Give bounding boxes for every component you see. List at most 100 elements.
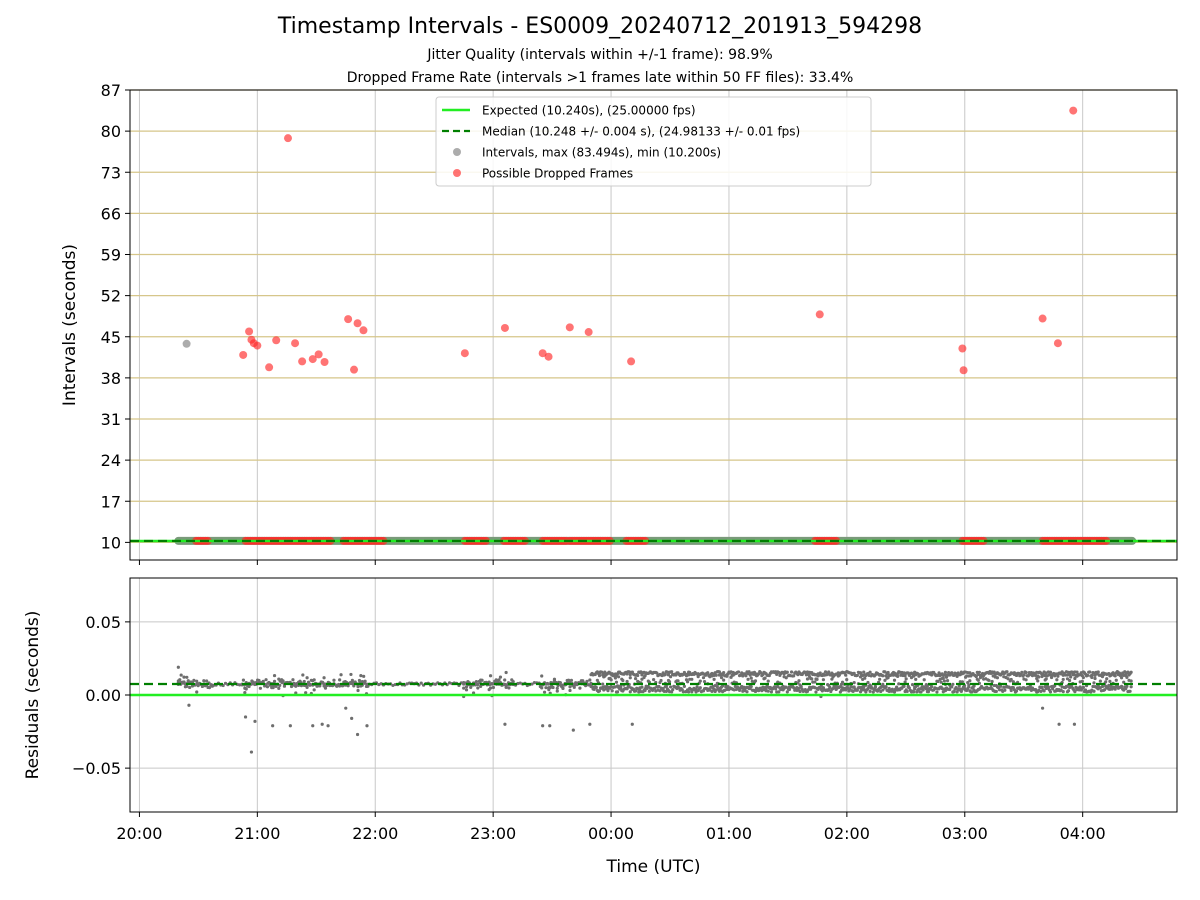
- residual-point: [722, 671, 726, 675]
- residual-point: [551, 685, 555, 690]
- residual-point: [272, 679, 277, 683]
- residual-point: [886, 670, 890, 675]
- residual-point: [365, 724, 369, 728]
- jitter-quality-subtitle: Jitter Quality (intervals within +/-1 fr…: [427, 47, 773, 63]
- residual-point: [941, 676, 945, 680]
- residual-point: [326, 724, 330, 728]
- residual-point: [667, 680, 672, 684]
- residual-point: [280, 681, 284, 685]
- residual-point: [504, 685, 508, 689]
- residual-point: [1114, 678, 1118, 682]
- residual-point: [597, 674, 602, 678]
- residual-point: [951, 682, 955, 686]
- bottom-y-axis-label: Residuals (seconds): [23, 611, 43, 780]
- residual-point: [322, 676, 326, 680]
- dropped-frame-point: [538, 349, 547, 358]
- residual-point: [722, 678, 726, 682]
- residual-point: [787, 687, 792, 692]
- residual-point: [636, 673, 640, 678]
- residual-point: [356, 685, 360, 689]
- dropped-frame-point: [283, 134, 292, 143]
- residual-point: [1034, 688, 1038, 692]
- residual-point: [1048, 670, 1053, 674]
- residual-point: [815, 677, 819, 682]
- residual-point: [176, 665, 180, 669]
- residual-point: [588, 722, 592, 726]
- residual-point: [666, 673, 671, 677]
- residual-point: [606, 689, 610, 693]
- residual-point: [488, 674, 493, 678]
- residual-point: [266, 681, 270, 685]
- residual-point: [1105, 677, 1109, 681]
- residual-point: [974, 674, 978, 679]
- residual-point: [821, 678, 826, 682]
- residual-point: [305, 676, 309, 680]
- residual-point: [1053, 684, 1057, 688]
- residual-point: [1009, 688, 1013, 693]
- residual-point: [595, 678, 599, 682]
- residual-point: [873, 685, 877, 689]
- residual-point: [863, 676, 867, 680]
- residual-point: [763, 676, 767, 680]
- bottom-y-tick-label: 0.00: [85, 686, 121, 705]
- residual-point: [357, 678, 362, 683]
- residual-point: [247, 684, 251, 689]
- residual-point: [1011, 680, 1015, 684]
- residual-point: [855, 673, 859, 678]
- residual-point: [658, 689, 662, 693]
- residual-point: [572, 685, 576, 689]
- residual-point: [652, 677, 656, 682]
- dropped-frame-point: [344, 315, 353, 324]
- residual-point: [185, 675, 189, 679]
- residual-point: [603, 670, 607, 674]
- residual-point: [1022, 673, 1026, 677]
- residual-point: [868, 670, 872, 674]
- chart-title: Timestamp Intervals - ES0009_20240712_20…: [277, 14, 923, 39]
- residual-point: [541, 724, 545, 728]
- residual-point: [719, 676, 724, 680]
- residual-point: [561, 686, 565, 691]
- residual-point: [976, 678, 980, 682]
- residual-point: [897, 682, 901, 686]
- residual-point: [379, 682, 383, 686]
- residual-point: [1119, 676, 1124, 680]
- residual-point: [546, 682, 551, 686]
- dropped-frame-point: [350, 365, 359, 374]
- residual-point: [491, 685, 495, 690]
- residual-point: [1080, 679, 1084, 683]
- residual-point: [1125, 684, 1129, 688]
- residual-point: [950, 671, 954, 675]
- residual-point: [540, 674, 544, 678]
- residual-point: [1088, 670, 1092, 674]
- residual-point: [271, 724, 275, 728]
- residual-point: [291, 678, 295, 682]
- x-tick-label: 23:00: [470, 824, 516, 843]
- residual-point: [797, 679, 801, 683]
- residual-point: [902, 684, 906, 688]
- residual-point: [943, 670, 948, 674]
- residual-point: [630, 722, 634, 726]
- residual-point: [1057, 722, 1061, 726]
- residual-point: [462, 686, 466, 690]
- residual-point: [828, 685, 832, 689]
- residual-point: [569, 678, 574, 682]
- residual-point: [1051, 687, 1055, 691]
- top-y-tick-label: 73: [101, 163, 121, 182]
- residual-point: [532, 680, 537, 685]
- residual-point: [1072, 722, 1077, 726]
- residual-point: [950, 685, 954, 689]
- top-y-tick-label: 45: [101, 328, 121, 347]
- residual-point: [312, 678, 316, 682]
- residual-point: [575, 683, 579, 687]
- residual-point: [195, 679, 199, 683]
- residual-point: [706, 671, 710, 675]
- dropped-frame-point: [308, 355, 317, 364]
- residual-point: [241, 678, 246, 682]
- legend-label: Expected (10.240s), (25.00000 fps): [482, 104, 696, 118]
- residual-point: [1061, 677, 1065, 682]
- residual-point: [736, 670, 741, 674]
- residual-point: [936, 679, 940, 684]
- residual-point: [903, 680, 907, 684]
- residual-point: [490, 682, 494, 686]
